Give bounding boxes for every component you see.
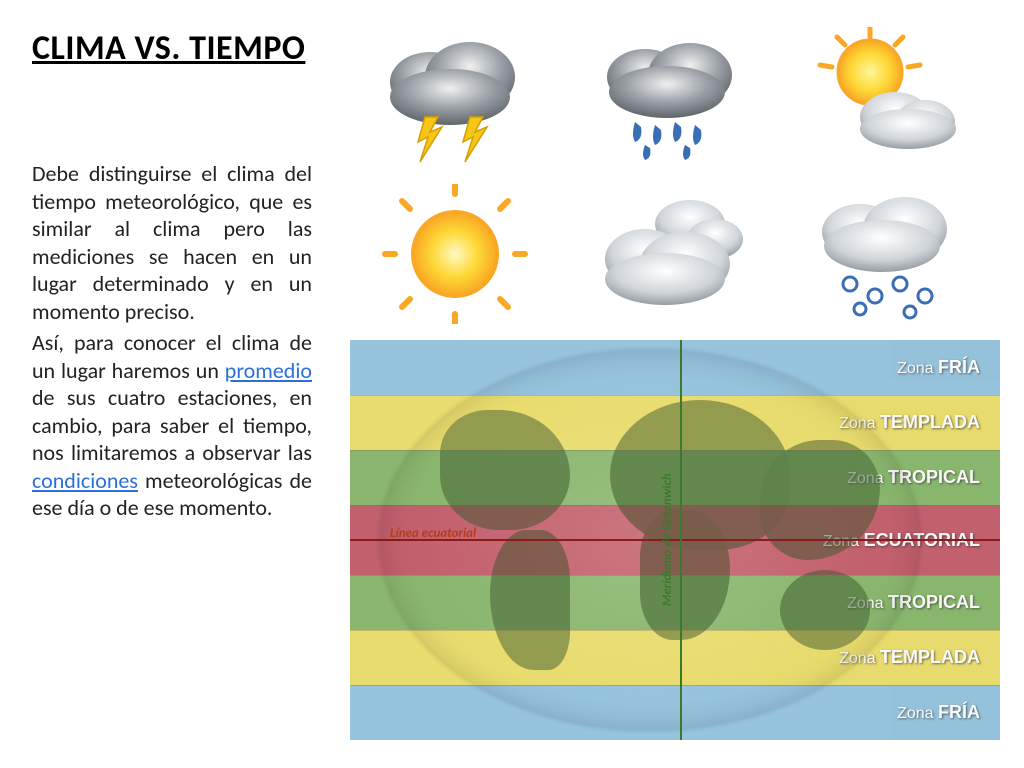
condiciones-link[interactable]: condiciones (32, 467, 138, 494)
weather-icons-grid (350, 20, 990, 330)
thunderstorm-icon (350, 20, 561, 173)
equator-label: Línea ecuatorial (390, 526, 476, 541)
zone-label: Zona FRÍA (897, 702, 980, 723)
sun-icon (350, 177, 561, 330)
snow-icon (779, 177, 990, 330)
paragraph-1: Debe distinguirse el clima del tiempo me… (32, 160, 312, 325)
zone-label: Zona FRÍA (897, 357, 980, 378)
meridian-line (680, 340, 682, 740)
climate-zones-figure: Zona FRÍAZona TEMPLADAZona TROPICALZona … (350, 340, 1000, 740)
text-fragment: de sus cuatro estaciones, en cambio, par… (32, 384, 312, 466)
paragraph-2: Así, para conocer el clima de un lugar h… (32, 329, 312, 522)
page-title: CLIMA VS. TIEMPO (32, 28, 305, 69)
cloudy-icon (565, 177, 776, 330)
rain-icon (565, 20, 776, 173)
meridian-label: Meridiano de Greenwich (660, 440, 675, 640)
partly-sunny-icon (779, 20, 990, 173)
body-text: Debe distinguirse el clima del tiempo me… (32, 160, 312, 526)
promedio-link[interactable]: promedio (225, 357, 312, 384)
